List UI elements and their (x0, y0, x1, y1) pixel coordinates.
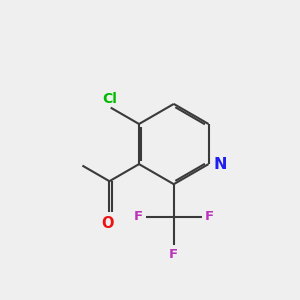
Text: Cl: Cl (102, 92, 117, 106)
Text: F: F (169, 248, 178, 261)
Text: F: F (204, 210, 214, 224)
Text: F: F (134, 210, 143, 224)
Text: O: O (102, 216, 114, 231)
Text: N: N (214, 157, 227, 172)
